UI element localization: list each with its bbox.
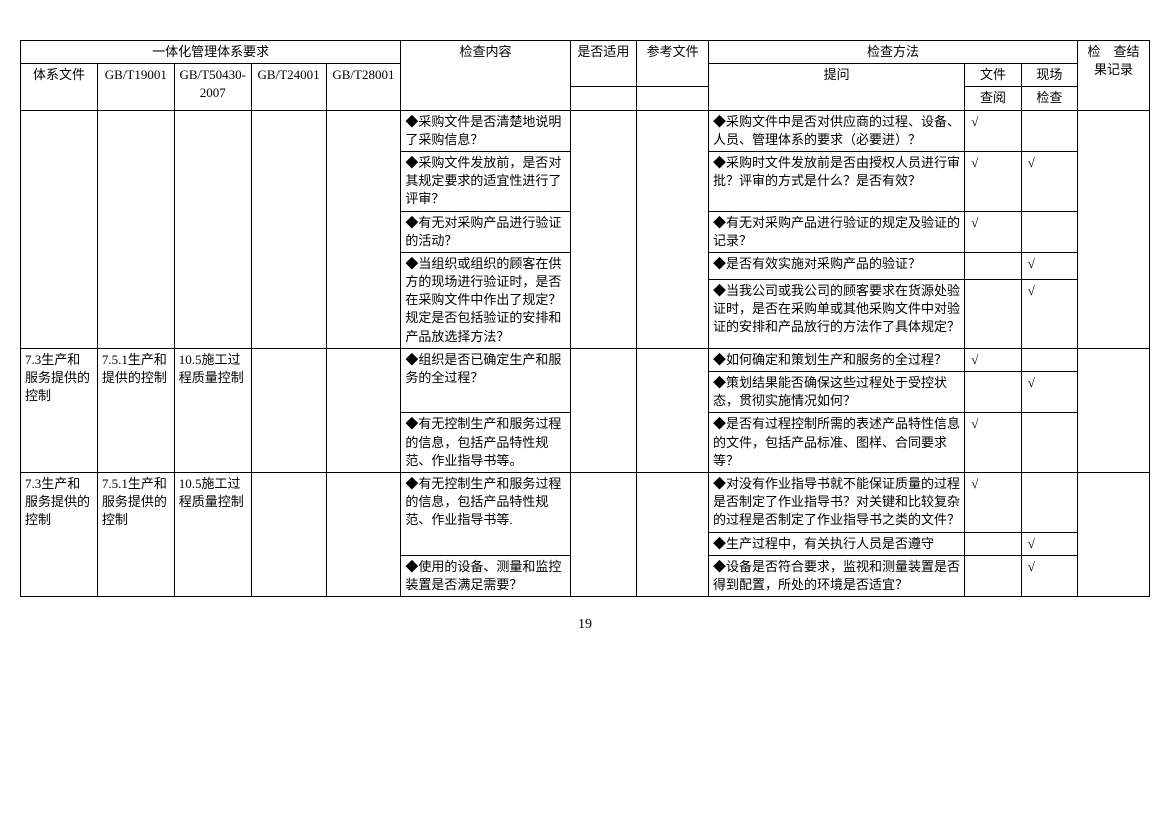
cell-question: ◆有无对采购产品进行验证的规定及验证的记录？ — [708, 211, 964, 252]
header-question: 提问 — [708, 64, 964, 110]
cell-site-check: √ — [1021, 279, 1077, 348]
header-gb28001: GB/T28001 — [326, 64, 401, 110]
cell-site-check: √ — [1021, 372, 1077, 413]
table-body: ◆采购文件是否清楚地说明了采购信息？ ◆采购文件中是否对供应商的过程、设备、人员、… — [21, 110, 1150, 597]
cell-gb24001 — [251, 472, 326, 596]
header-file-review: 查阅 — [965, 87, 1021, 110]
cell-gb50430: 10.5施工过程质量控制 — [174, 472, 251, 596]
cell-ref — [637, 472, 709, 596]
cell-gb19001: 7.5.1生产和服务提供的控制 — [97, 472, 174, 596]
cell-sysfile: 7.3生产和服务提供的控制 — [21, 472, 98, 596]
cell-site-check: √ — [1021, 555, 1077, 596]
cell-sysfile — [21, 110, 98, 348]
cell-result — [1078, 348, 1150, 472]
cell-question: ◆生产过程中，有关执行人员是否遵守 — [708, 532, 964, 555]
cell-gb19001: 7.5.1生产和提供的控制 — [97, 348, 174, 472]
cell-file-check — [965, 252, 1021, 279]
cell-gb24001 — [251, 348, 326, 472]
cell-content: ◆采购文件是否清楚地说明了采购信息？ — [401, 110, 570, 151]
cell-gb19001 — [97, 110, 174, 348]
cell-gb28001 — [326, 348, 401, 472]
cell-file-check: √ — [965, 472, 1021, 532]
cell-content: ◆有无对采购产品进行验证的活动？ — [401, 211, 570, 252]
cell-question: ◆如何确定和策划生产和服务的全过程？ — [708, 348, 964, 371]
header-empty-ref — [637, 87, 709, 110]
cell-gb50430: 10.5施工过程质量控制 — [174, 348, 251, 472]
cell-file-check: √ — [965, 151, 1021, 211]
cell-result — [1078, 110, 1150, 348]
cell-site-check — [1021, 110, 1077, 151]
cell-site-check: √ — [1021, 532, 1077, 555]
cell-question: ◆策划结果能否确保这些过程处于受控状态，贯彻实施情况如何？ — [708, 372, 964, 413]
cell-file-check — [965, 279, 1021, 348]
header-empty-apply — [570, 87, 637, 110]
cell-question: ◆采购文件中是否对供应商的过程、设备、人员、管理体系的要求（必要进）？ — [708, 110, 964, 151]
cell-file-check: √ — [965, 413, 1021, 473]
header-system-file: 体系文件 — [21, 64, 98, 110]
cell-file-check: √ — [965, 211, 1021, 252]
cell-file-check — [965, 555, 1021, 596]
header-is-apply: 是否适用 — [570, 41, 637, 87]
cell-file-check — [965, 532, 1021, 555]
cell-question: ◆采购时文件发放前是否由授权人员进行审批？评审的方式是什么？是否有效？ — [708, 151, 964, 211]
cell-site-check: √ — [1021, 151, 1077, 211]
table-row: 7.3生产和服务提供的控制7.5.1生产和服务提供的控制10.5施工过程质量控制… — [21, 472, 1150, 532]
cell-file-check — [965, 372, 1021, 413]
header-gb24001: GB/T24001 — [251, 64, 326, 110]
cell-sysfile: 7.3生产和服务提供的控制 — [21, 348, 98, 472]
cell-content: ◆使用的设备、测量和监控装置是否满足需要？ — [401, 555, 570, 596]
header-site: 现场 — [1021, 64, 1077, 87]
header-ref-file: 参考文件 — [637, 41, 709, 87]
cell-site-check: √ — [1021, 252, 1077, 279]
header-system-req: 一体化管理体系要求 — [21, 41, 401, 64]
cell-question: ◆对没有作业指导书就不能保证质量的过程是否制定了作业指导书？对关键和比较复杂的过… — [708, 472, 964, 532]
header-gb19001: GB/T19001 — [97, 64, 174, 110]
cell-content: ◆有无控制生产和服务过程的信息，包括产品特性规范、作业指导书等。 — [401, 413, 570, 473]
cell-site-check — [1021, 413, 1077, 473]
cell-gb28001 — [326, 472, 401, 596]
cell-question: ◆设备是否符合要求，监视和测量装置是否得到配置，所处的环境是否适宜？ — [708, 555, 964, 596]
cell-ref — [637, 110, 709, 348]
cell-content: ◆当组织或组织的顾客在供方的现场进行验证时，是否在采购文件中作出了规定？规定是否… — [401, 252, 570, 348]
header-check-content: 检查内容 — [401, 41, 570, 111]
cell-apply — [570, 348, 637, 472]
cell-file-check: √ — [965, 348, 1021, 371]
header-file: 文件 — [965, 64, 1021, 87]
cell-ref — [637, 348, 709, 472]
cell-site-check — [1021, 211, 1077, 252]
cell-question: ◆是否有效实施对采购产品的验证？ — [708, 252, 964, 279]
cell-result — [1078, 472, 1150, 596]
header-check-result: 检 查结果记录 — [1078, 41, 1150, 111]
cell-content: ◆有无控制生产和服务过程的信息，包括产品特性规范、作业指导书等. — [401, 472, 570, 555]
cell-question: ◆是否有过程控制所需的表述产品特性信息的文件，包括产品标准、图样、合同要求等？ — [708, 413, 964, 473]
cell-gb50430 — [174, 110, 251, 348]
table-row: 7.3生产和服务提供的控制7.5.1生产和提供的控制10.5施工过程质量控制◆组… — [21, 348, 1150, 371]
header-check-method: 检查方法 — [708, 41, 1077, 64]
audit-checklist-table: 一体化管理体系要求 检查内容 是否适用 参考文件 检查方法 检 查结果记录 体系… — [20, 40, 1150, 597]
header-gb50430: GB/T50430-2007 — [174, 64, 251, 110]
cell-question: ◆当我公司或我公司的顾客要求在货源处验证时，是否在采购单或其他采购文件中对验证的… — [708, 279, 964, 348]
cell-content: ◆采购文件发放前，是否对其规定要求的适宜性进行了评审？ — [401, 151, 570, 211]
cell-content: ◆组织是否已确定生产和服务的全过程？ — [401, 348, 570, 413]
cell-file-check: √ — [965, 110, 1021, 151]
cell-gb24001 — [251, 110, 326, 348]
cell-site-check — [1021, 348, 1077, 371]
page-number: 19 — [20, 617, 1150, 633]
table-row: ◆采购文件是否清楚地说明了采购信息？ ◆采购文件中是否对供应商的过程、设备、人员、… — [21, 110, 1150, 151]
header-site-check: 检查 — [1021, 87, 1077, 110]
cell-gb28001 — [326, 110, 401, 348]
cell-apply — [570, 472, 637, 596]
cell-site-check — [1021, 472, 1077, 532]
cell-apply — [570, 110, 637, 348]
